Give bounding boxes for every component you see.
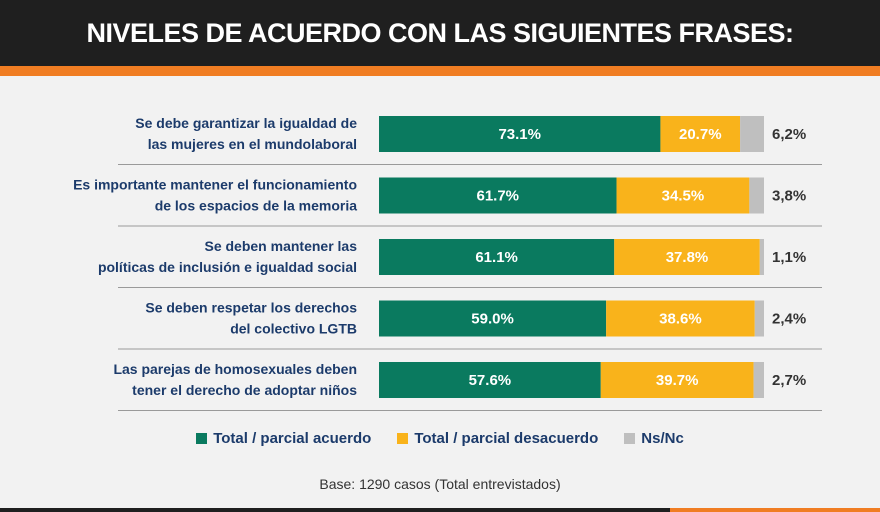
bar-segment-acuerdo (379, 300, 607, 337)
legend-swatch-acuerdo (196, 433, 208, 444)
legend: Total / parcial acuerdo Total / parcial … (0, 430, 880, 447)
bar-segment-nsnc (749, 177, 764, 214)
header: NIVELES DE ACUERDO CON LAS SIGUIENTES FR… (0, 0, 880, 66)
base-note: Base: 1290 casos (Total entrevistados) (319, 476, 561, 492)
legend-label-desacuerdo: Total / parcial desacuerdo (414, 430, 599, 447)
stacked-bar-chart: Se debe garantizar la igualdad de las muj… (73, 115, 822, 411)
category-label-line: tener el derecho de adoptar niños (132, 382, 357, 398)
data-label-nsnc: 2,4% (772, 311, 806, 328)
data-label-nsnc: 3,8% (772, 188, 806, 205)
category-label: Se debe garantizar la igualdad de las muj… (135, 115, 357, 152)
category-label: Las parejas de homosexuales deben tener e… (113, 361, 357, 398)
data-label-acuerdo: 73.1% (498, 126, 541, 143)
page-title: NIVELES DE ACUERDO CON LAS SIGUIENTES FR… (86, 17, 794, 48)
bar-segment-nsnc (754, 300, 764, 337)
category-label-line: Se deben mantener las (204, 238, 357, 254)
category-label-line: de los espacios de la memoria (155, 198, 358, 214)
bar-segment-acuerdo (379, 239, 615, 275)
category-label-line: Las parejas de homosexuales deben (113, 361, 357, 377)
bar-segment-desacuerdo (660, 116, 741, 152)
bar-segment-acuerdo (379, 177, 617, 214)
bar-segment-nsnc (740, 116, 764, 152)
legend-item-desacuerdo: Total / parcial desacuerdo (397, 430, 598, 447)
legend-swatch-desacuerdo (397, 433, 409, 444)
category-label: Se deben mantener las políticas de inclus… (98, 238, 357, 275)
bar-segment-desacuerdo (600, 362, 754, 398)
category-label-line: políticas de inclusión e igualdad social (98, 259, 357, 275)
category-label-line: Se debe garantizar la igualdad de (135, 115, 357, 131)
data-label-desacuerdo: 20.7% (679, 126, 722, 143)
data-label-acuerdo: 59.0% (471, 311, 514, 328)
legend-item-acuerdo: Total / parcial acuerdo (196, 430, 371, 447)
category-label: Se deben respetar los derechos del colect… (145, 300, 357, 337)
orange-stripe (0, 66, 880, 76)
bar-segment-desacuerdo (606, 300, 755, 337)
data-label-nsnc: 2,7% (772, 372, 806, 389)
legend-label-acuerdo: Total / parcial acuerdo (213, 430, 372, 447)
category-label-line: Es importante mantener el funcionamiento (73, 177, 357, 193)
bar-segment-nsnc (753, 362, 764, 398)
data-label-nsnc: 1,1% (772, 249, 806, 266)
bottom-bar-accent (670, 508, 880, 512)
data-label-desacuerdo: 34.5% (662, 188, 705, 205)
legend-label-nsnc: Ns/Nc (641, 430, 684, 447)
legend-swatch-nsnc (624, 433, 636, 444)
data-label-acuerdo: 61.7% (476, 188, 519, 205)
legend-item-nsnc: Ns/Nc (624, 430, 684, 447)
data-label-acuerdo: 61.1% (475, 249, 518, 266)
category-label-line: las mujeres en el mundolaboral (148, 136, 357, 152)
bar-segment-acuerdo (379, 116, 661, 152)
category-label-line: Se deben respetar los derechos (145, 300, 357, 316)
data-label-desacuerdo: 38.6% (659, 311, 702, 328)
data-label-nsnc: 6,2% (772, 126, 806, 143)
data-label-desacuerdo: 39.7% (656, 372, 699, 389)
bar-segment-nsnc (759, 239, 764, 275)
category-label: Es importante mantener el funcionamiento… (73, 177, 357, 214)
bar-segment-acuerdo (379, 362, 601, 398)
bottom-bar (0, 508, 880, 512)
data-label-acuerdo: 57.6% (469, 372, 512, 389)
category-label-line: del colectivo LGTB (230, 321, 357, 337)
bar-segment-desacuerdo (614, 239, 760, 275)
bar-segment-desacuerdo (616, 177, 750, 214)
data-label-desacuerdo: 37.8% (666, 249, 709, 266)
